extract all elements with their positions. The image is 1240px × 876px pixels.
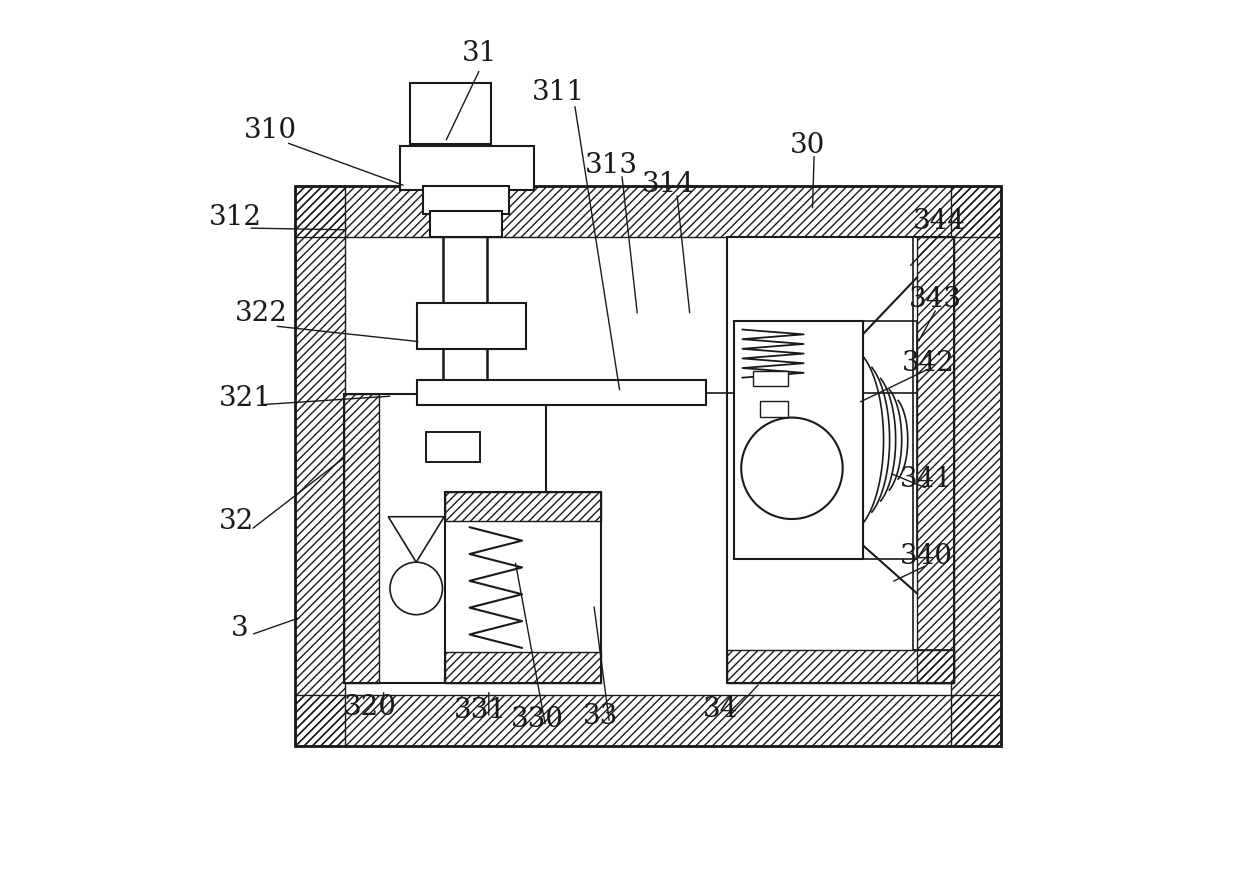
Bar [425, 432, 480, 463]
Text: 33: 33 [583, 703, 619, 730]
Text: 314: 314 [641, 171, 694, 198]
Bar [918, 237, 954, 683]
Text: 31: 31 [463, 39, 497, 67]
Bar [345, 394, 546, 683]
Text: 3: 3 [231, 615, 248, 642]
Bar [863, 321, 918, 559]
Circle shape [389, 562, 443, 615]
Bar [445, 492, 600, 683]
Bar [423, 186, 508, 214]
Text: 342: 342 [901, 350, 955, 378]
Text: 344: 344 [913, 208, 966, 235]
Text: 321: 321 [219, 385, 272, 412]
Text: 331: 331 [454, 697, 507, 724]
Bar [727, 650, 954, 683]
Text: 312: 312 [208, 204, 262, 231]
Text: 310: 310 [243, 117, 296, 144]
Bar [417, 380, 706, 405]
Text: 341: 341 [899, 467, 952, 493]
Bar [753, 371, 787, 386]
Text: 320: 320 [345, 694, 397, 721]
Text: 343: 343 [909, 286, 961, 314]
Bar [295, 186, 1002, 237]
Text: 340: 340 [899, 542, 952, 569]
Bar [295, 696, 1002, 745]
Text: 313: 313 [585, 152, 637, 179]
Circle shape [742, 418, 843, 519]
Bar [913, 237, 954, 650]
Text: 322: 322 [234, 300, 288, 328]
Bar [760, 401, 787, 417]
Bar [734, 321, 863, 559]
Bar [445, 492, 600, 521]
Text: 330: 330 [511, 706, 563, 733]
Text: 34: 34 [703, 696, 738, 723]
Bar [951, 186, 1002, 745]
Bar [295, 186, 346, 745]
Bar [417, 303, 527, 349]
Bar [727, 237, 954, 683]
Text: 32: 32 [219, 507, 254, 534]
Text: 30: 30 [790, 131, 826, 159]
Bar [295, 186, 1002, 745]
Bar [345, 394, 379, 683]
Bar [445, 653, 600, 683]
Polygon shape [388, 517, 444, 562]
Bar [430, 210, 502, 237]
Bar [410, 83, 491, 145]
Text: 311: 311 [532, 79, 585, 106]
Bar [399, 146, 534, 189]
